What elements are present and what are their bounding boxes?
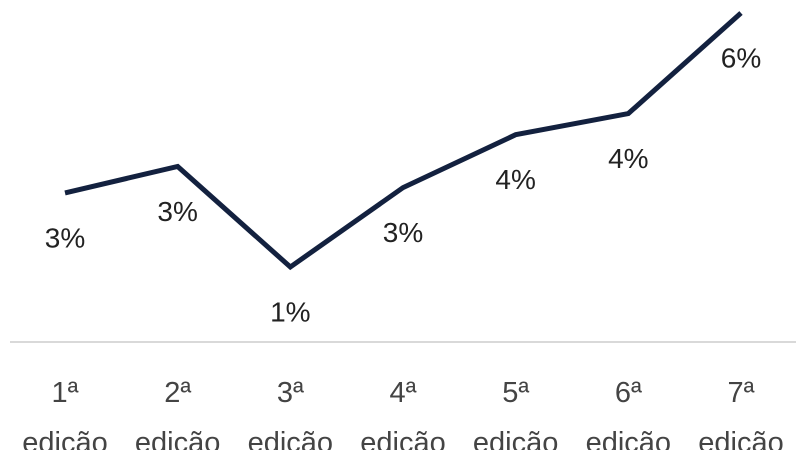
- data-label: 4%: [608, 143, 648, 174]
- x-tick-label: 1ª edição: [22, 377, 108, 450]
- x-tick-label: 2ª edição: [134, 377, 221, 450]
- line: [64, 11, 743, 271]
- x-tick-label: 6ª edição: [585, 377, 672, 450]
- data-label: 3%: [383, 217, 423, 248]
- x-tick-label: 4ª edição: [360, 377, 446, 450]
- data-label: 3%: [45, 222, 85, 253]
- x-tick-label: 7ª edição: [698, 377, 784, 450]
- data-label: 3%: [157, 196, 197, 227]
- x-tick-label: 3ª edição: [247, 377, 334, 450]
- data-label: 6%: [721, 42, 761, 73]
- data-label: 4%: [495, 164, 535, 195]
- data-label: 1%: [270, 296, 310, 327]
- x-tick-label: 5ª edição: [472, 377, 559, 450]
